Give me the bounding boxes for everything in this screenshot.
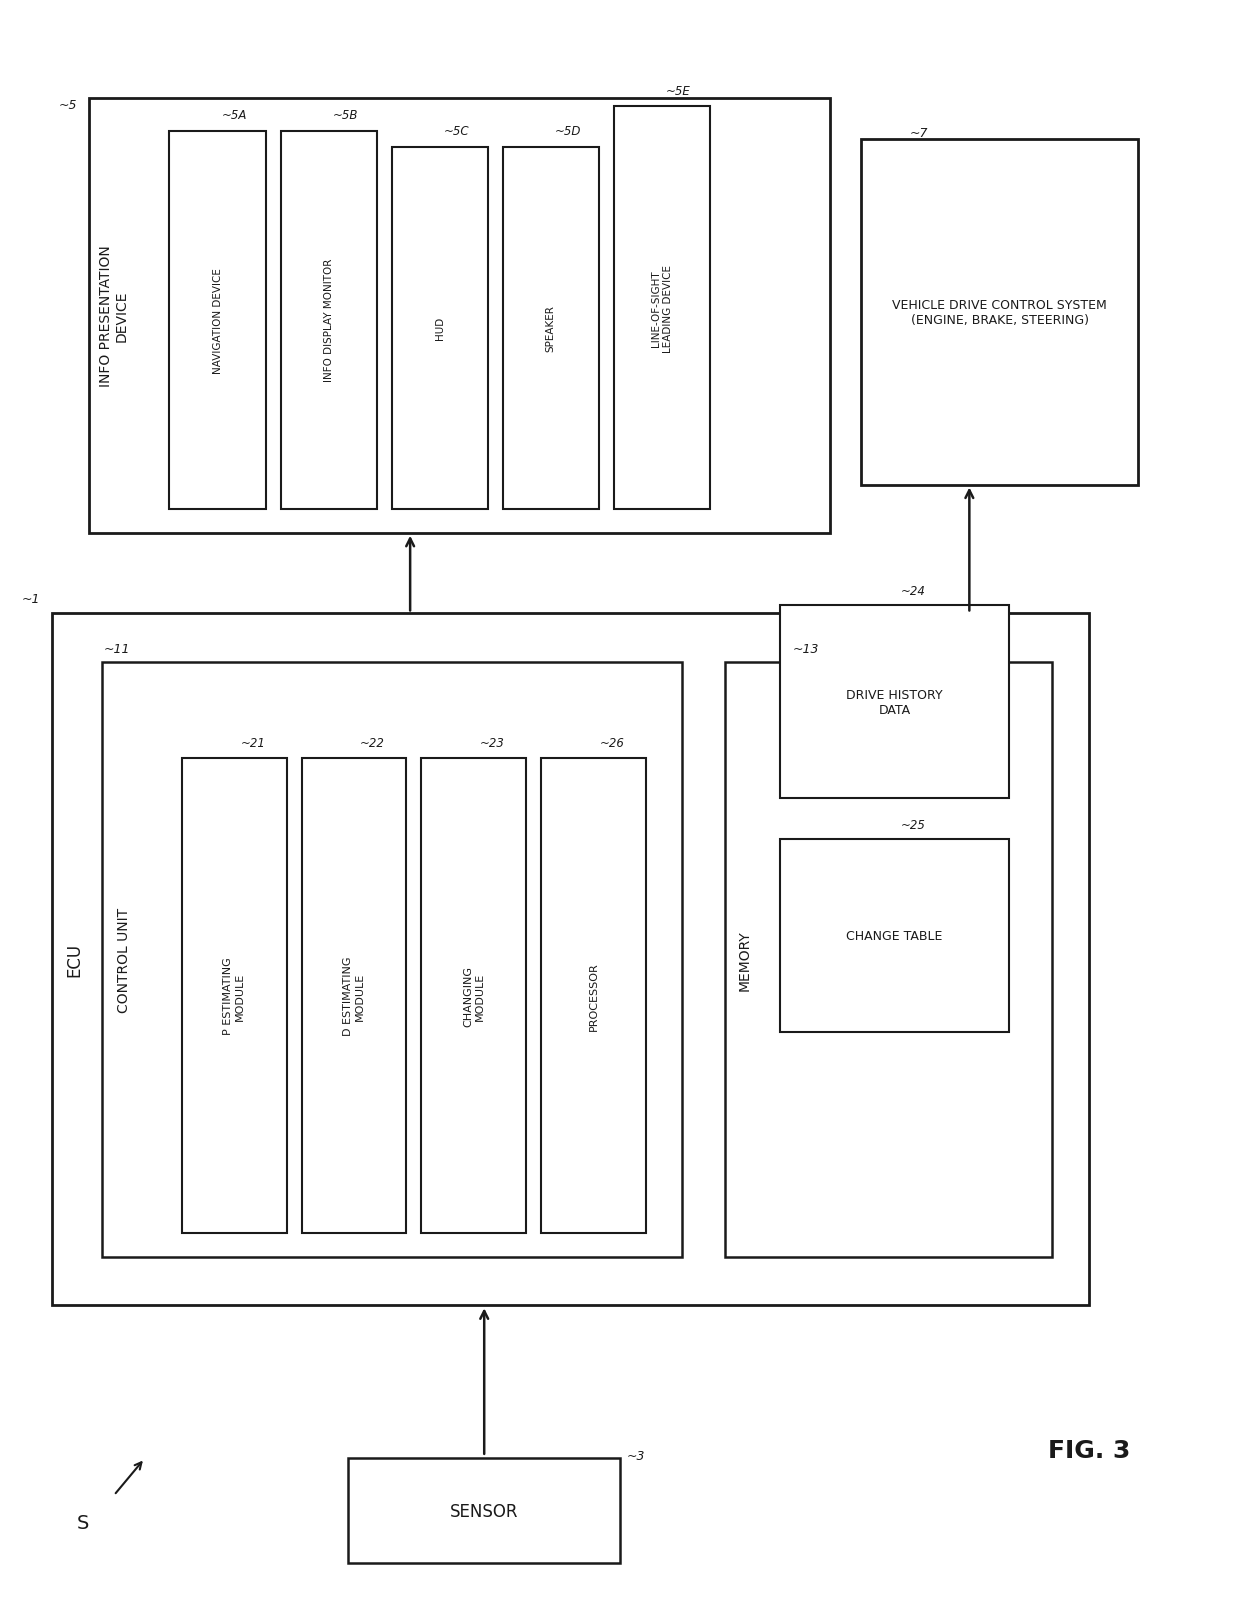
Text: ~13: ~13 [792, 642, 820, 655]
Text: ~22: ~22 [360, 736, 386, 749]
Text: SPEAKER: SPEAKER [546, 305, 556, 352]
Bar [102, 662, 682, 1257]
Text: NAVIGATION DEVICE: NAVIGATION DEVICE [212, 268, 222, 373]
Text: ~25: ~25 [900, 818, 926, 831]
Text: VEHICLE DRIVE CONTROL SYSTEM
(ENGINE, BRAKE, STEERING): VEHICLE DRIVE CONTROL SYSTEM (ENGINE, BR… [893, 299, 1107, 326]
Bar [89, 100, 830, 534]
Text: ~24: ~24 [900, 584, 926, 597]
Text: FIG. 3: FIG. 3 [1048, 1438, 1131, 1462]
Bar [348, 1459, 620, 1562]
Text: ~3: ~3 [626, 1449, 645, 1462]
Text: ~5C: ~5C [444, 124, 469, 137]
Bar [280, 131, 377, 510]
Bar [725, 662, 1052, 1257]
Text: PROCESSOR: PROCESSOR [589, 962, 599, 1030]
Bar [182, 759, 286, 1233]
Text: ~26: ~26 [600, 736, 625, 749]
Bar [614, 107, 711, 510]
Text: INFO DISPLAY MONITOR: INFO DISPLAY MONITOR [324, 258, 334, 383]
Text: ~21: ~21 [241, 736, 265, 749]
Bar [422, 759, 526, 1233]
Text: SENSOR: SENSOR [450, 1501, 518, 1520]
Bar [780, 605, 1009, 799]
Bar [502, 147, 599, 510]
Text: ~5D: ~5D [554, 124, 582, 137]
Text: ~5A: ~5A [221, 108, 247, 121]
Text: CHANGE TABLE: CHANGE TABLE [847, 930, 942, 943]
Text: HUD: HUD [435, 316, 445, 341]
Text: ~7: ~7 [910, 126, 929, 139]
Text: DRIVE HISTORY
DATA: DRIVE HISTORY DATA [847, 689, 942, 717]
Text: ~23: ~23 [480, 736, 505, 749]
Text: LINE-OF-SIGHT
LEADING DEVICE: LINE-OF-SIGHT LEADING DEVICE [651, 265, 673, 352]
Bar [780, 839, 1009, 1033]
Bar [170, 131, 265, 510]
Text: P ESTIMATING
MODULE: P ESTIMATING MODULE [223, 957, 246, 1035]
Text: ~5E: ~5E [666, 84, 691, 98]
Text: ~5: ~5 [58, 100, 77, 113]
Bar [392, 147, 487, 510]
Text: S: S [77, 1514, 89, 1532]
Text: ~11: ~11 [104, 642, 130, 655]
Text: INFO PRESENTATION
DEVICE: INFO PRESENTATION DEVICE [99, 245, 129, 387]
Text: ECU: ECU [66, 943, 83, 976]
Text: CONTROL UNIT: CONTROL UNIT [117, 907, 130, 1012]
Bar [301, 759, 407, 1233]
Text: ~5B: ~5B [332, 108, 358, 121]
Bar [52, 613, 1089, 1306]
Bar [541, 759, 646, 1233]
Text: D ESTIMATING
MODULE: D ESTIMATING MODULE [343, 955, 365, 1036]
Text: MEMORY: MEMORY [738, 930, 751, 989]
Text: CHANGING
MODULE: CHANGING MODULE [463, 965, 485, 1027]
Text: ~1: ~1 [21, 592, 40, 605]
Bar [861, 139, 1138, 486]
